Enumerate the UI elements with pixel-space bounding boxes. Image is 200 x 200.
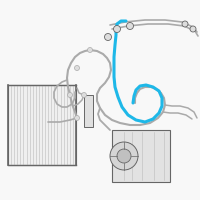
Bar [84,95,93,127]
Bar [8,85,76,165]
Circle shape [114,25,120,32]
Circle shape [110,142,138,170]
Circle shape [127,22,134,29]
Circle shape [74,116,80,120]
Circle shape [68,92,72,98]
Circle shape [74,66,80,71]
Circle shape [82,92,86,98]
Circle shape [190,26,196,32]
Circle shape [104,33,112,40]
Bar [112,130,170,182]
Circle shape [182,21,188,27]
Circle shape [88,47,92,52]
Circle shape [117,149,131,163]
